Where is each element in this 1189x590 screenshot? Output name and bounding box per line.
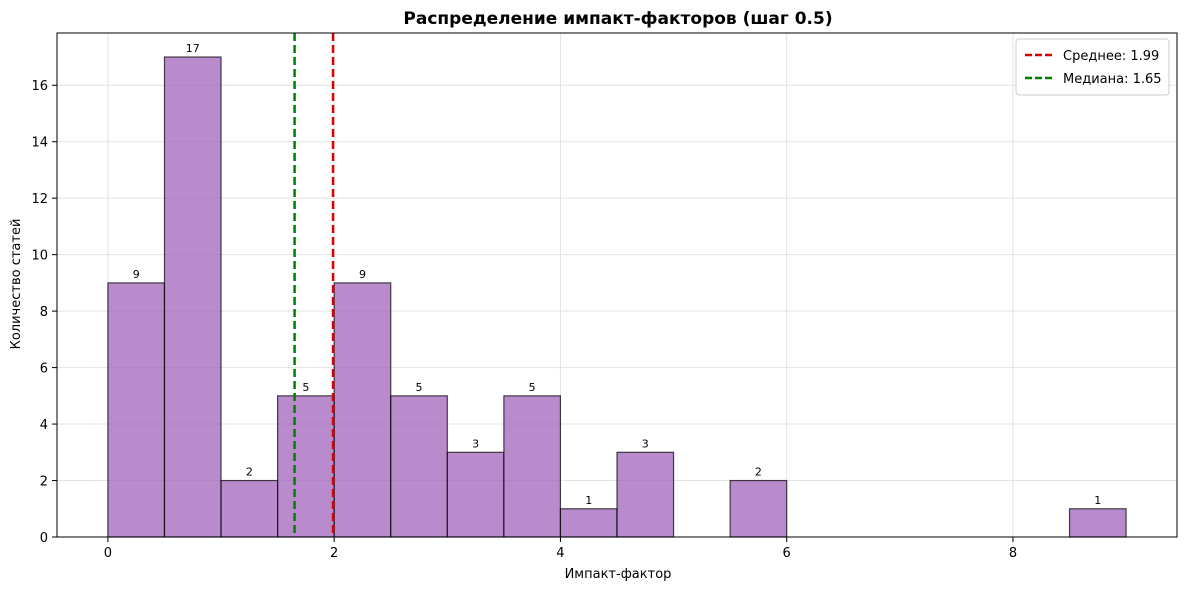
x-axis-label: Импакт-фактор xyxy=(565,567,672,582)
y-tick-label: 10 xyxy=(31,249,48,264)
reference-lines-layer xyxy=(293,33,335,537)
bar-value-label: 5 xyxy=(416,381,423,394)
bar-value-label: 1 xyxy=(585,494,592,507)
y-tick-label: 8 xyxy=(40,305,48,320)
histogram-bar xyxy=(559,508,618,538)
bars-layer xyxy=(107,56,1127,538)
legend: Среднее: 1.99 Медиана: 1.65 xyxy=(1015,38,1170,96)
y-tick-label: 2 xyxy=(40,475,48,490)
histogram-bar xyxy=(277,395,335,538)
bar-value-label: 1 xyxy=(1094,494,1101,507)
histogram-bar xyxy=(390,395,448,538)
legend-box xyxy=(1015,38,1170,96)
bar-value-label: 17 xyxy=(186,42,200,55)
histogram-bar xyxy=(220,479,279,538)
histogram-bar xyxy=(163,56,222,538)
histogram-bar xyxy=(1068,508,1127,538)
bar-value-label: 5 xyxy=(302,381,309,394)
chart-title: Распределение импакт-факторов (шаг 0.5) xyxy=(403,9,832,29)
bar-value-label: 2 xyxy=(246,466,253,479)
x-tick-label: 6 xyxy=(783,546,791,561)
x-tick-label: 0 xyxy=(104,546,112,561)
histogram-bar xyxy=(446,451,505,538)
bar-value-label: 3 xyxy=(472,437,479,450)
bar-value-label: 5 xyxy=(529,381,536,394)
histogram-bar xyxy=(333,282,392,538)
bar-value-label: 9 xyxy=(359,268,366,281)
bar-value-label: 9 xyxy=(133,268,140,281)
histogram-bar xyxy=(729,479,788,538)
legend-label-median: Медиана: 1.65 xyxy=(1063,72,1162,87)
legend-label-mean: Среднее: 1.99 xyxy=(1063,49,1159,64)
plot-frame xyxy=(56,32,1178,538)
bar-value-label: 3 xyxy=(642,437,649,450)
x-tick-label: 8 xyxy=(1009,546,1017,561)
histogram-bar xyxy=(107,282,166,538)
y-tick-label: 0 xyxy=(40,531,48,546)
histogram-bar xyxy=(503,395,562,538)
x-tick-label: 4 xyxy=(556,546,564,561)
histogram-bar xyxy=(616,451,675,538)
y-tick-label: 6 xyxy=(40,362,48,377)
x-tick-label: 2 xyxy=(330,546,338,561)
bar-value-label: 2 xyxy=(755,466,762,479)
y-tick-label: 16 xyxy=(31,79,48,94)
y-axis-label: Количество статей xyxy=(9,219,24,350)
y-tick-label: 4 xyxy=(40,418,48,433)
y-tick-label: 14 xyxy=(31,136,48,151)
y-tick-label: 12 xyxy=(31,192,48,207)
